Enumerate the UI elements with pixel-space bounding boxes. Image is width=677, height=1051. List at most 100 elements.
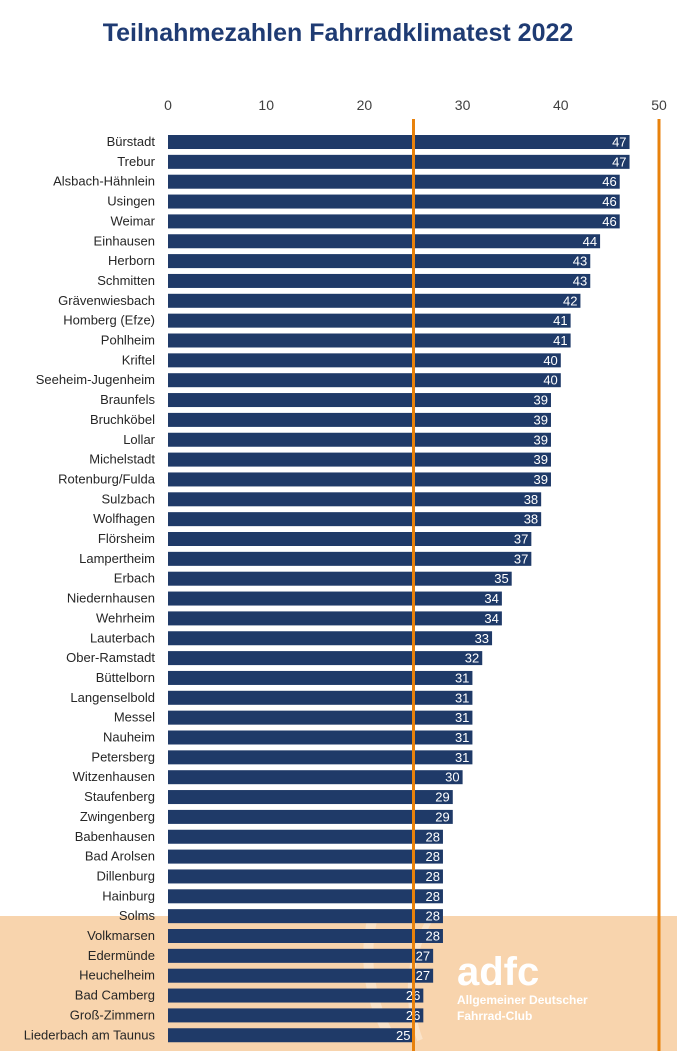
bar xyxy=(168,710,473,725)
bars: Bürstadt 47 Trebur 47 Alsbach-Hähnlein 46 Usin… xyxy=(24,134,630,1043)
bar xyxy=(168,948,434,963)
category-label: Lauterbach xyxy=(90,630,155,645)
bar xyxy=(168,631,493,646)
bar xyxy=(168,313,571,328)
value-label: 46 xyxy=(602,214,616,229)
value-label: 39 xyxy=(534,452,548,467)
category-label: Flörsheim xyxy=(98,531,155,546)
value-label: 40 xyxy=(543,353,557,368)
bar xyxy=(168,770,463,785)
adfc-logo: adfc Allgemeiner Deutscher Fahrrad-Club xyxy=(457,950,588,1023)
bar xyxy=(168,452,551,467)
value-label: 46 xyxy=(602,174,616,189)
x-tick-label: 40 xyxy=(553,97,569,113)
value-label: 28 xyxy=(425,849,439,864)
bar xyxy=(168,1008,424,1023)
bar xyxy=(168,889,443,904)
value-label: 39 xyxy=(534,393,548,408)
value-label: 27 xyxy=(416,968,430,983)
adfc-logo-wordmark: adfc xyxy=(457,950,539,994)
bar xyxy=(168,730,473,745)
category-label: Seeheim-Jugenheim xyxy=(36,372,155,387)
bar xyxy=(168,393,551,408)
bar xyxy=(168,432,551,447)
category-label: Lampertheim xyxy=(79,551,155,566)
bar xyxy=(168,273,591,288)
value-label: 41 xyxy=(553,333,567,348)
category-label: Usingen xyxy=(107,194,155,209)
value-label: 29 xyxy=(435,809,449,824)
category-label: Babenhausen xyxy=(75,829,155,844)
category-label: Weimar xyxy=(110,213,155,228)
adfc-logo-line1: Allgemeiner Deutscher xyxy=(457,993,588,1007)
bar xyxy=(168,412,551,427)
bar xyxy=(168,968,434,983)
value-label: 31 xyxy=(455,710,469,725)
category-label: Edermünde xyxy=(88,948,155,963)
value-label: 28 xyxy=(425,889,439,904)
bar xyxy=(168,353,561,368)
category-label: Grävenwiesbach xyxy=(58,293,155,308)
category-label: Niedernhausen xyxy=(67,591,155,606)
category-label: Hainburg xyxy=(102,888,155,903)
bar xyxy=(168,909,443,924)
bar xyxy=(168,809,453,824)
bar xyxy=(168,194,620,209)
adfc-logo-line2: Fahrrad-Club xyxy=(457,1009,532,1023)
chart-title: Teilnahmezahlen Fahrradklimatest 2022 xyxy=(103,19,574,47)
value-label: 39 xyxy=(534,472,548,487)
category-label: Erbach xyxy=(114,571,155,586)
value-label: 31 xyxy=(455,670,469,685)
category-label: Homberg (Efze) xyxy=(63,313,155,328)
bar xyxy=(168,234,601,249)
value-label: 34 xyxy=(484,591,498,606)
value-label: 33 xyxy=(475,631,489,646)
category-label: Petersberg xyxy=(91,749,155,764)
bar xyxy=(168,293,581,308)
category-label: Langenselbold xyxy=(70,690,155,705)
value-label: 40 xyxy=(543,373,557,388)
category-label: Trebur xyxy=(117,154,155,169)
value-label: 28 xyxy=(425,929,439,944)
category-label: Ober-Ramstadt xyxy=(66,650,155,665)
value-label: 37 xyxy=(514,532,528,547)
bar xyxy=(168,551,532,566)
bar xyxy=(168,611,502,626)
category-label: Bad Camberg xyxy=(75,988,155,1003)
category-label: Witzenhausen xyxy=(73,769,155,784)
category-label: Bürstadt xyxy=(107,134,156,149)
value-label: 42 xyxy=(563,293,577,308)
bar xyxy=(168,750,473,765)
value-label: 29 xyxy=(435,790,449,805)
bar xyxy=(168,1028,414,1043)
category-label: Bad Arolsen xyxy=(85,849,155,864)
value-label: 39 xyxy=(534,412,548,427)
bar xyxy=(168,532,532,546)
category-label: Solms xyxy=(119,908,156,923)
bar xyxy=(168,929,443,943)
category-label: Büttelborn xyxy=(96,670,155,685)
category-label: Sulzbach xyxy=(102,491,155,506)
bar xyxy=(168,373,561,388)
category-label: Staufenberg xyxy=(84,789,155,804)
bar xyxy=(168,690,473,705)
bar xyxy=(168,670,473,685)
bar xyxy=(168,333,571,348)
category-label: Alsbach-Hähnlein xyxy=(53,174,155,189)
x-tick-label: 30 xyxy=(455,97,471,113)
bar xyxy=(168,512,542,527)
value-label: 38 xyxy=(524,492,538,507)
value-label: 46 xyxy=(602,194,616,209)
value-label: 37 xyxy=(514,551,528,566)
value-label: 30 xyxy=(445,770,459,785)
category-label: Herborn xyxy=(108,253,155,268)
bar xyxy=(168,472,551,487)
bar xyxy=(168,492,542,507)
category-label: Volkmarsen xyxy=(87,928,155,943)
value-label: 31 xyxy=(455,690,469,705)
bar xyxy=(168,651,483,666)
category-label: Braunfels xyxy=(100,392,155,407)
category-label: Wolfhagen xyxy=(93,511,155,526)
category-label: Pohlheim xyxy=(101,333,155,348)
